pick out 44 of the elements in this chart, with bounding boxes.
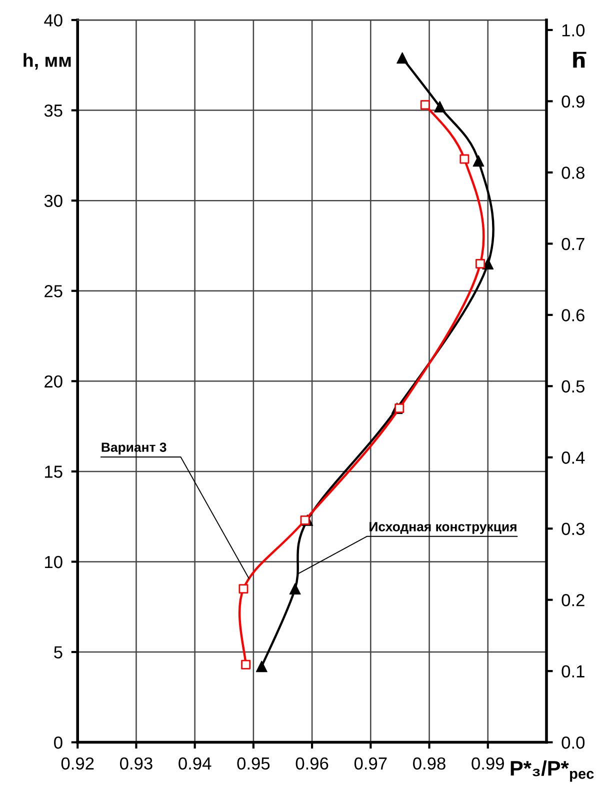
point — [300, 515, 310, 525]
point — [394, 403, 404, 413]
x-tick-label: 0.93 — [120, 757, 152, 770]
y-tick-label: 30 — [44, 194, 62, 208]
x-tick-label: 0.98 — [413, 757, 446, 770]
point — [460, 154, 470, 164]
x-tick-label: 0.99 — [472, 757, 504, 770]
y2-tick-label: 1.0 — [562, 24, 585, 36]
y2-tick-label: 0.1 — [562, 665, 584, 678]
y-axis-title: h, мм — [24, 53, 71, 70]
y2-tick-label: 0.7 — [562, 238, 584, 250]
y2-tick-label: 0.0 — [562, 736, 585, 749]
point — [256, 660, 268, 672]
y2-tick-label: 0.8 — [562, 166, 584, 179]
y-tick-label: 40 — [44, 14, 62, 26]
point — [476, 259, 486, 269]
point — [396, 52, 408, 64]
y2-tick-label: 0.4 — [562, 452, 585, 464]
y-tick-label: 10 — [45, 556, 62, 568]
x-tick-label: 0.97 — [354, 757, 387, 770]
y-tick-label: 35 — [44, 104, 62, 117]
y2-axis-title: h̅ — [573, 52, 586, 68]
y-tick-label: 20 — [44, 375, 62, 388]
y2-tick-label: 0.2 — [562, 594, 584, 606]
y2-tick-label: 0.5 — [562, 380, 584, 393]
x-axis-title: P*₃/P*$_{рес}$ — [510, 760, 594, 782]
y2-tick-label: 0.9 — [562, 95, 584, 108]
point — [482, 258, 494, 270]
x-tick-label: 0.95 — [237, 757, 270, 770]
point — [241, 660, 251, 670]
point — [238, 584, 248, 594]
y2-tick-label: 0.6 — [562, 309, 584, 322]
point — [289, 583, 301, 595]
point — [420, 100, 430, 110]
y-tick-label: 15 — [45, 466, 62, 478]
x-tick-label: 0.92 — [61, 757, 94, 770]
point — [434, 100, 446, 112]
point — [472, 155, 484, 167]
y2-tick-label: 0.3 — [562, 522, 584, 536]
x-tick-label: 0.94 — [178, 757, 212, 770]
y-tick-label: 5 — [54, 646, 62, 658]
y-tick-label: 25 — [44, 285, 62, 298]
x-tick-label: 0.96 — [296, 757, 328, 770]
y-tick-label: 0 — [54, 736, 62, 749]
